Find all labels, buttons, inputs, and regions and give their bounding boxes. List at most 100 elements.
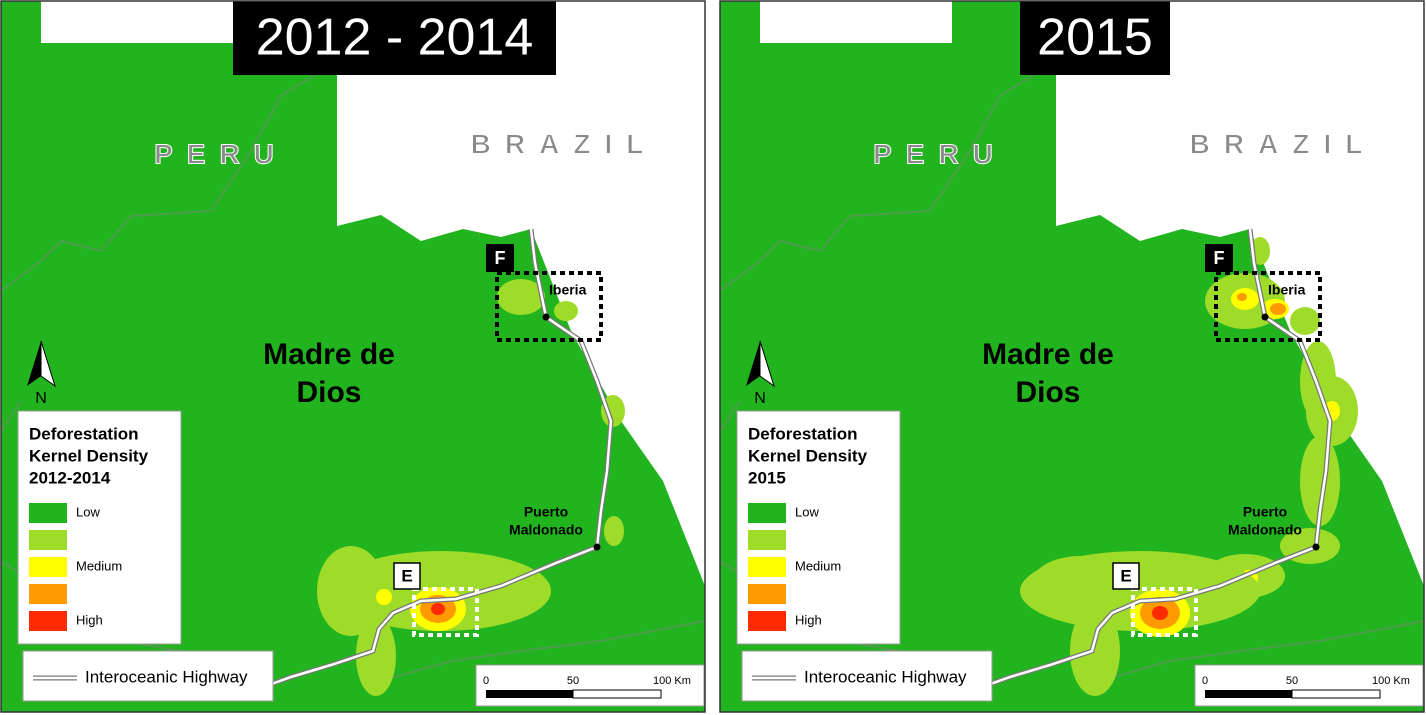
legend-label: Medium: [795, 558, 841, 573]
density-blob: [1152, 606, 1168, 620]
density-blob: [1030, 556, 1130, 616]
legend-swatch: [29, 611, 67, 631]
border-line: [1099, 620, 1424, 682]
focus-label: E: [1120, 566, 1131, 585]
panel-frame: [719, 0, 1425, 713]
town-label: Maldonado: [509, 522, 583, 538]
legend-title: Kernel Density: [29, 446, 149, 465]
legend-title: Deforestation: [29, 424, 139, 443]
region-label: Madre de: [982, 338, 1114, 371]
town-label: Iberia: [549, 282, 587, 298]
north-arrow: [40, 340, 56, 388]
north-arrow: [746, 341, 760, 386]
density-blob: [497, 279, 545, 315]
legend-swatch: [748, 530, 786, 550]
density-blob: [1270, 303, 1286, 315]
border-line: [720, 60, 1057, 292]
country-label: BRAZIL: [471, 128, 658, 159]
focus-box: [1214, 271, 1322, 342]
legend-title: 2015: [748, 468, 786, 487]
legend-label: High: [76, 612, 103, 627]
legend-swatch: [748, 503, 786, 523]
country-label: PERU: [873, 138, 1007, 169]
scale-label: 50: [1286, 675, 1298, 687]
panel-frame: [0, 0, 706, 713]
focus-box: [495, 271, 603, 342]
scale-segment: [486, 690, 573, 698]
focus-marker: [1205, 244, 1233, 272]
town-label: Iberia: [1268, 282, 1306, 298]
scale-segment: [1291, 689, 1381, 699]
title-box: [233, 1, 556, 75]
density-blob: [1300, 436, 1340, 526]
legend-swatch: [29, 557, 67, 577]
density-blob: [356, 616, 396, 696]
focus-box: [1131, 587, 1198, 637]
legend-label: Medium: [76, 558, 122, 573]
region-label: Dios: [296, 376, 361, 409]
legend-title: Deforestation: [748, 424, 858, 443]
north-label: N: [35, 390, 47, 407]
border-line: [380, 620, 705, 682]
border-line: [720, 400, 741, 432]
legend-swatch: [748, 611, 786, 631]
scale-label: 50: [567, 675, 579, 687]
legend-label: Low: [76, 504, 100, 519]
focus-label: F: [495, 248, 506, 268]
density-blob: [376, 589, 392, 605]
density-blob: [1290, 307, 1320, 335]
legend-box: [736, 410, 901, 645]
legend-label: Low: [795, 504, 819, 519]
legend-swatch: [748, 584, 786, 604]
legend-title: Kernel Density: [748, 446, 868, 465]
town-dot: [542, 313, 550, 321]
scale-label: 100 Km: [1372, 675, 1410, 687]
density-blob: [554, 301, 578, 321]
legend-swatch: [29, 584, 67, 604]
map-panel: 2015 PERU BRAZIL Madre de Dios Iberia Puerto Ma…: [720, 1, 1424, 712]
title: 2015: [1037, 9, 1153, 67]
north-arrow: [759, 340, 775, 388]
density-blob: [1070, 606, 1120, 696]
scale-box: [475, 664, 705, 707]
town-dot: [1261, 313, 1269, 321]
scale-label: 0: [1202, 675, 1208, 687]
legend-label: High: [795, 612, 822, 627]
legend-swatch: [29, 503, 67, 523]
north-arrow: [27, 341, 41, 386]
focus-marker: [486, 244, 514, 272]
legend-box: [17, 410, 182, 645]
town-dot: [593, 543, 601, 551]
country-label: PERU: [154, 138, 288, 169]
road-legend-label: Interoceanic Highway: [804, 667, 967, 686]
border-line: [1, 60, 338, 292]
scale-segment: [572, 689, 662, 699]
title-box: [1020, 1, 1170, 75]
north-label: N: [754, 390, 766, 407]
density-blob: [317, 546, 385, 636]
town-label: Maldonado: [1228, 522, 1302, 538]
title: 2012 - 2014: [256, 9, 534, 67]
town-label: Puerto: [1243, 504, 1287, 520]
focus-marker: [393, 562, 421, 590]
density-blob: [1237, 293, 1247, 301]
legend-swatch: [29, 530, 67, 550]
region-label: Madre de: [263, 338, 395, 371]
map-panel: 2012 - 2014 PERU BRAZIL Madre de Dios Iberia P…: [1, 1, 705, 712]
focus-box: [412, 587, 479, 637]
legend-title: 2012-2014: [29, 468, 111, 487]
scale-label: 0: [483, 675, 489, 687]
scale-box: [1194, 664, 1424, 707]
focus-label: F: [1214, 248, 1225, 268]
road-legend-label: Interoceanic Highway: [85, 667, 248, 686]
density-blob: [431, 603, 445, 615]
legend-swatch: [748, 557, 786, 577]
density-blob: [604, 516, 624, 546]
region-label: Dios: [1015, 376, 1080, 409]
focus-label: E: [401, 566, 412, 585]
town-label: Puerto: [524, 504, 568, 520]
focus-marker: [1112, 562, 1140, 590]
border-line: [1, 400, 22, 432]
country-label: BRAZIL: [1190, 128, 1377, 159]
